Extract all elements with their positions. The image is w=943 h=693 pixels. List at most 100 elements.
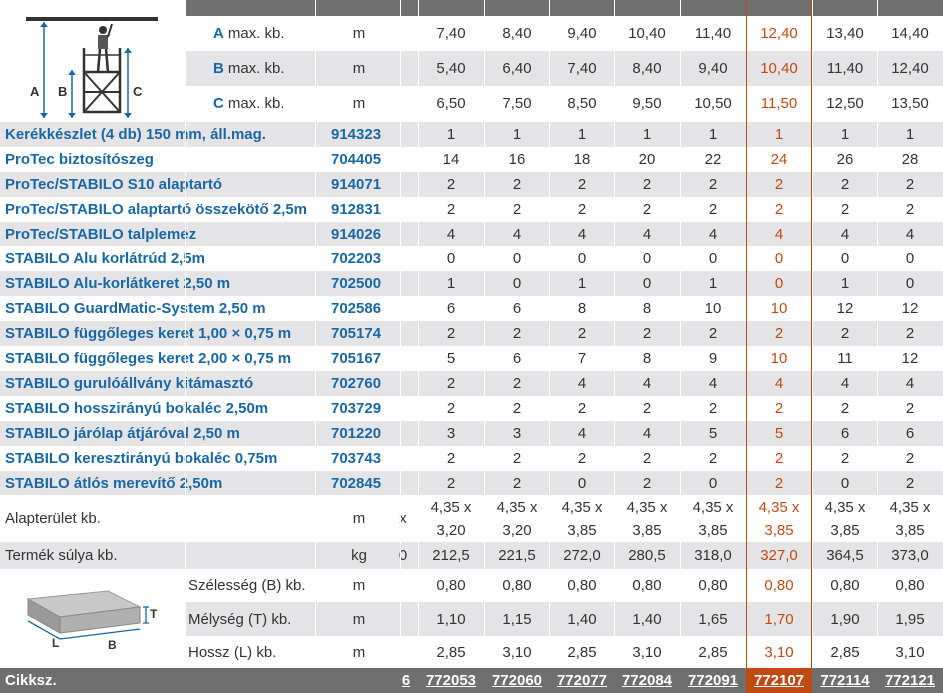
weight-value-6: 327,0 (760, 547, 798, 564)
base-area-value-7: 4,35 x 3,85 (824, 498, 866, 539)
component-qty-6: 2 (774, 325, 784, 343)
component-qty-2: 3 (512, 424, 522, 442)
article-number-link[interactable]: 772053 (425, 672, 477, 689)
component-qty-2: 1 (512, 125, 522, 143)
article-number-link[interactable]: 772077 (556, 672, 608, 689)
component-qty-7: 2 (840, 399, 850, 417)
dimension-value-1: 7,40 (436, 25, 466, 42)
component-qty-5: 4 (708, 374, 718, 392)
article-number-link[interactable]: 772084 (621, 672, 673, 689)
component-qty-8: 2 (905, 325, 915, 343)
packaging-value-2: 1,15 (502, 610, 532, 628)
packaging-value-6: 1,70 (764, 610, 794, 628)
packaging-value-2: 0,80 (502, 577, 532, 594)
dimension-value-3: 9,40 (567, 25, 597, 42)
component-qty-3: 2 (577, 325, 587, 343)
packaging-value-6: 0,80 (764, 577, 794, 594)
diagram-label-b: B (58, 84, 67, 99)
component-code: 702500 (331, 275, 382, 293)
article-number-link[interactable]: 772121 (884, 672, 936, 689)
component-qty-1: 2 (446, 449, 456, 467)
dimension-value-1: 5,40 (436, 60, 466, 77)
dimension-value-5: 11,40 (694, 25, 732, 42)
component-qty-2: 2 (512, 374, 522, 392)
component-qty-4: 0 (642, 275, 652, 293)
component-qty-3: 4 (577, 374, 587, 392)
component-qty-2: 2 (512, 474, 522, 492)
base-area-value-5: 4,35 x 3,85 (692, 498, 734, 539)
component-name: ProTec biztosítószeg (5, 150, 154, 168)
dimension-value-7: 12,50 (826, 95, 864, 112)
column-separator (877, 0, 878, 668)
component-code: 705167 (331, 350, 382, 368)
component-qty-2: 2 (512, 200, 522, 218)
dimension-text: max. kb. (227, 95, 285, 112)
component-row: STABILO járólap átjáróval 2,50 m 701220 3 3… (0, 420, 943, 446)
component-qty-4: 2 (642, 175, 652, 193)
component-qty-1: 0 (446, 250, 456, 268)
article-number-link[interactable]: 772107 (746, 668, 812, 693)
component-name: STABILO hosszirányú bokaléc 2,50m (5, 399, 269, 417)
component-qty-8: 0 (905, 250, 915, 268)
dimension-unit: m (352, 60, 366, 77)
article-number-link[interactable]: 772091 (687, 672, 739, 689)
component-qty-2: 6 (512, 350, 522, 368)
dimension-value-5: 9,40 (698, 60, 728, 77)
packaging-diagram: T L B (0, 569, 185, 668)
weight-value-8: 373,0 (891, 547, 929, 564)
component-name: ProTec/STABILO talplemez (5, 225, 197, 243)
component-qty-5: 2 (708, 399, 718, 417)
header-band-right (392, 0, 943, 16)
article-number-link[interactable]: 772060 (491, 672, 543, 689)
component-name: Kerékkészlet (4 db) 150 mm, áll.mag. (5, 125, 266, 143)
component-code: 914026 (331, 225, 382, 243)
diagram-label-c: C (133, 84, 143, 99)
component-qty-1: 6 (446, 300, 456, 318)
component-name: STABILO Alu korlátrúd 2,5m (5, 250, 206, 268)
component-qty-5: 1 (708, 125, 718, 143)
component-row: ProTec/STABILO talplemez 914026 4 4 4 4 4 4 4 4 (0, 221, 943, 247)
component-qty-4: 2 (642, 325, 652, 343)
column-separator (549, 0, 550, 668)
packaging-value-4: 3,10 (632, 643, 662, 661)
component-qty-7: 26 (836, 150, 854, 168)
component-row: STABILO GuardMatic-System 2,50 m 702586 6 6… (0, 296, 943, 321)
component-qty-5: 9 (708, 350, 718, 368)
packaging-value-4: 1,40 (632, 610, 662, 628)
weight-value-5: 318,0 (694, 547, 732, 564)
dimension-value-4: 9,50 (632, 95, 662, 112)
dimension-letter: B (213, 60, 224, 77)
packaging-value-6: 3,10 (764, 643, 794, 661)
component-qty-8: 1 (905, 125, 915, 143)
component-qty-6: 2 (774, 200, 784, 218)
article-number-cut: 6 (401, 672, 411, 689)
packaging-unit: m (352, 643, 366, 661)
component-qty-4: 2 (642, 474, 652, 492)
component-qty-8: 6 (905, 424, 915, 442)
packaging-value-1: 2,85 (436, 643, 466, 661)
component-qty-8: 4 (905, 374, 915, 392)
diagram-label-l: L (52, 636, 59, 650)
component-qty-3: 2 (577, 399, 587, 417)
component-qty-8: 2 (905, 399, 915, 417)
component-qty-4: 2 (642, 449, 652, 467)
component-code: 704405 (331, 150, 382, 168)
packaging-value-1: 0,80 (436, 577, 466, 594)
article-number-label: Cikksz. (5, 672, 57, 689)
article-number-link[interactable]: 772114 (820, 672, 870, 689)
dimension-value-2: 7,50 (502, 95, 532, 112)
component-qty-6: 1 (774, 125, 784, 143)
component-qty-3: 2 (577, 175, 587, 193)
packaging-value-5: 1,65 (698, 610, 728, 628)
component-qty-6: 2 (774, 449, 784, 467)
dimension-value-8: 14,40 (891, 25, 929, 42)
dimension-value-4: 10,40 (628, 25, 666, 42)
component-code: 914071 (331, 175, 382, 193)
base-area-value-4: 4,35 x 3,85 (626, 498, 668, 539)
component-row: Kerékkészlet (4 db) 150 mm, áll.mag. 9143… (0, 122, 943, 147)
component-qty-1: 2 (446, 200, 456, 218)
packaging-value-3: 0,80 (567, 577, 597, 594)
component-code: 912831 (331, 200, 382, 218)
